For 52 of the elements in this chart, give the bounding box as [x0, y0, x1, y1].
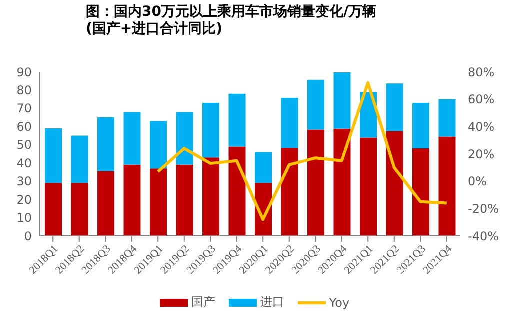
bar: [71, 136, 88, 184]
y-tick-label: 70: [16, 102, 32, 116]
bar: [124, 112, 141, 165]
y2-tick-label: 0%: [468, 174, 488, 189]
bar: [98, 171, 114, 236]
y-tick-label: 20: [16, 192, 32, 207]
bar: [412, 148, 430, 236]
y2-tick-label: 60%: [468, 92, 495, 107]
bar: [45, 183, 62, 236]
bar: [334, 128, 351, 236]
bar: [360, 138, 377, 236]
bar: [438, 99, 456, 137]
bar: [281, 98, 298, 148]
bar: [228, 146, 246, 236]
y2-tick-label: 40%: [468, 120, 495, 134]
bar: [334, 72, 351, 129]
legend-label: Yoy: [329, 296, 350, 310]
chart-title: 图：国内30万元以上乘用车市场销量变化/万辆 (国产+进口合计同比): [86, 4, 377, 38]
bar: [202, 158, 220, 236]
legend-label: 进口: [260, 294, 284, 311]
bar: [308, 80, 324, 130]
y-tick-label: 0: [24, 229, 32, 244]
y-tick-label: 10: [16, 211, 32, 226]
y2-tick-label: -20%: [468, 202, 500, 216]
bar: [45, 128, 62, 184]
bar: [98, 118, 114, 172]
line-series: [156, 81, 448, 222]
y-tick-label: 90: [16, 65, 32, 80]
bar: [176, 164, 194, 236]
y-tick-label: 50: [16, 138, 32, 152]
bar: [308, 130, 324, 236]
bar: [281, 148, 298, 236]
y-tick-label: 80: [16, 83, 32, 98]
bar: [228, 94, 246, 147]
y2-tick-label: -40%: [468, 229, 500, 244]
bar: [176, 112, 194, 165]
bar: [412, 102, 430, 149]
bar: [124, 164, 141, 236]
y-tick-label: 30: [16, 174, 32, 189]
bar: [150, 121, 167, 169]
bar: [202, 102, 220, 158]
y2-tick-label: 80%: [468, 65, 495, 80]
bar: [255, 152, 272, 184]
legend-label: 国产: [191, 294, 216, 311]
bar: [386, 84, 404, 132]
y2-tick-label: 20%: [468, 147, 495, 162]
bar: [386, 131, 404, 236]
y-tick-label: 40: [16, 156, 32, 170]
bar: [150, 168, 167, 236]
bar: [438, 136, 456, 236]
bar: [71, 183, 88, 236]
y-tick-label: 60: [16, 120, 32, 134]
